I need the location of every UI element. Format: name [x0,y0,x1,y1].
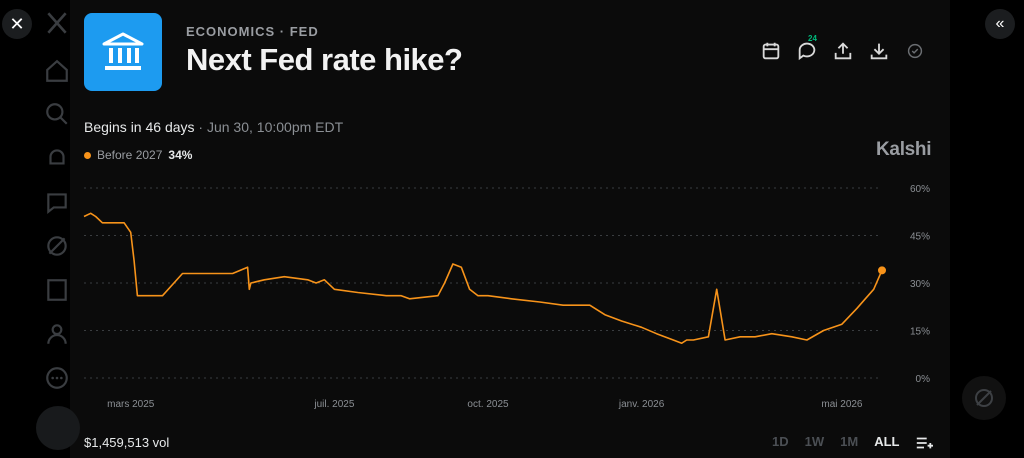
calendar-button[interactable] [760,40,782,62]
messages-icon[interactable] [44,189,70,215]
legend-dot [84,151,91,159]
y-tick-label: 30% [910,279,930,290]
y-tick-label: 0% [916,374,931,385]
y-tick-label: 45% [910,232,930,243]
bank-icon [102,32,144,70]
home-icon[interactable] [44,58,70,84]
profile-icon[interactable] [44,321,70,347]
close-button[interactable]: ✕ [2,9,32,39]
x-tick-label: mai 2026 [821,399,863,410]
x-logo-icon[interactable] [44,10,70,36]
kalshi-brand: Kalshi [876,139,932,160]
chart-legend: Before 2027 34% [84,148,192,162]
market-panel [70,0,950,458]
download-button[interactable] [868,40,890,62]
series-end-point [878,266,886,275]
begins-info: Begins in 46 days · Jun 30, 10:00pm EDT [84,119,343,135]
check-icon [907,43,923,59]
series-line-before-2027 [83,212,883,344]
legend-series-name: Before 2027 [97,148,163,162]
collapse-icon: « [995,15,1005,32]
list-icon [917,437,934,449]
volume-text: $1,459,513 vol [84,435,170,450]
market-logo [84,13,162,91]
time-range-selector: 1D 1W 1M ALL [772,434,934,452]
lists-icon[interactable] [44,277,70,303]
share-icon [834,42,852,60]
range-1m-button[interactable]: 1M [840,434,859,449]
y-tick-label: 60% [910,184,930,195]
market-title: Next Fed rate hike? [186,42,463,77]
price-chart[interactable]: 60% 45% 30% 15% 0% mars 2025 juil. 2025 oct. 20… [70,170,950,415]
check-button[interactable] [904,40,926,62]
calendar-icon [762,42,780,60]
grok-icon[interactable] [44,233,70,259]
download-icon [870,43,888,60]
share-button[interactable] [832,40,854,62]
begins-countdown: Begins in 46 days [84,119,195,135]
list-toggle-button[interactable] [915,434,934,452]
more-icon[interactable] [44,365,70,391]
begins-date: · Jun 30, 10:00pm EDT [194,119,344,135]
search-icon[interactable] [44,101,70,127]
range-1d-button[interactable]: 1D [772,434,789,449]
comments-button[interactable]: 24 [796,34,818,62]
collapse-button[interactable]: « [985,9,1015,39]
notifications-icon[interactable] [44,145,70,171]
grok-float-button[interactable] [962,376,1006,420]
market-actions: 24 [760,34,926,62]
x-tick-label: juil. 2025 [313,399,354,410]
x-tick-label: mars 2025 [107,399,155,410]
range-1w-button[interactable]: 1W [804,434,825,449]
comment-icon [798,42,816,61]
compose-button[interactable] [36,406,80,450]
range-all-button[interactable]: ALL [874,434,900,449]
x-tick-label: oct. 2025 [467,399,509,410]
close-icon: ✕ [9,13,25,34]
comments-count-badge: 24 [808,34,817,43]
y-tick-label: 15% [910,327,930,338]
x-tick-label: janv. 2026 [618,399,665,410]
market-category: ECONOMICS · FED [186,24,319,39]
legend-series-value: 34% [168,148,193,162]
